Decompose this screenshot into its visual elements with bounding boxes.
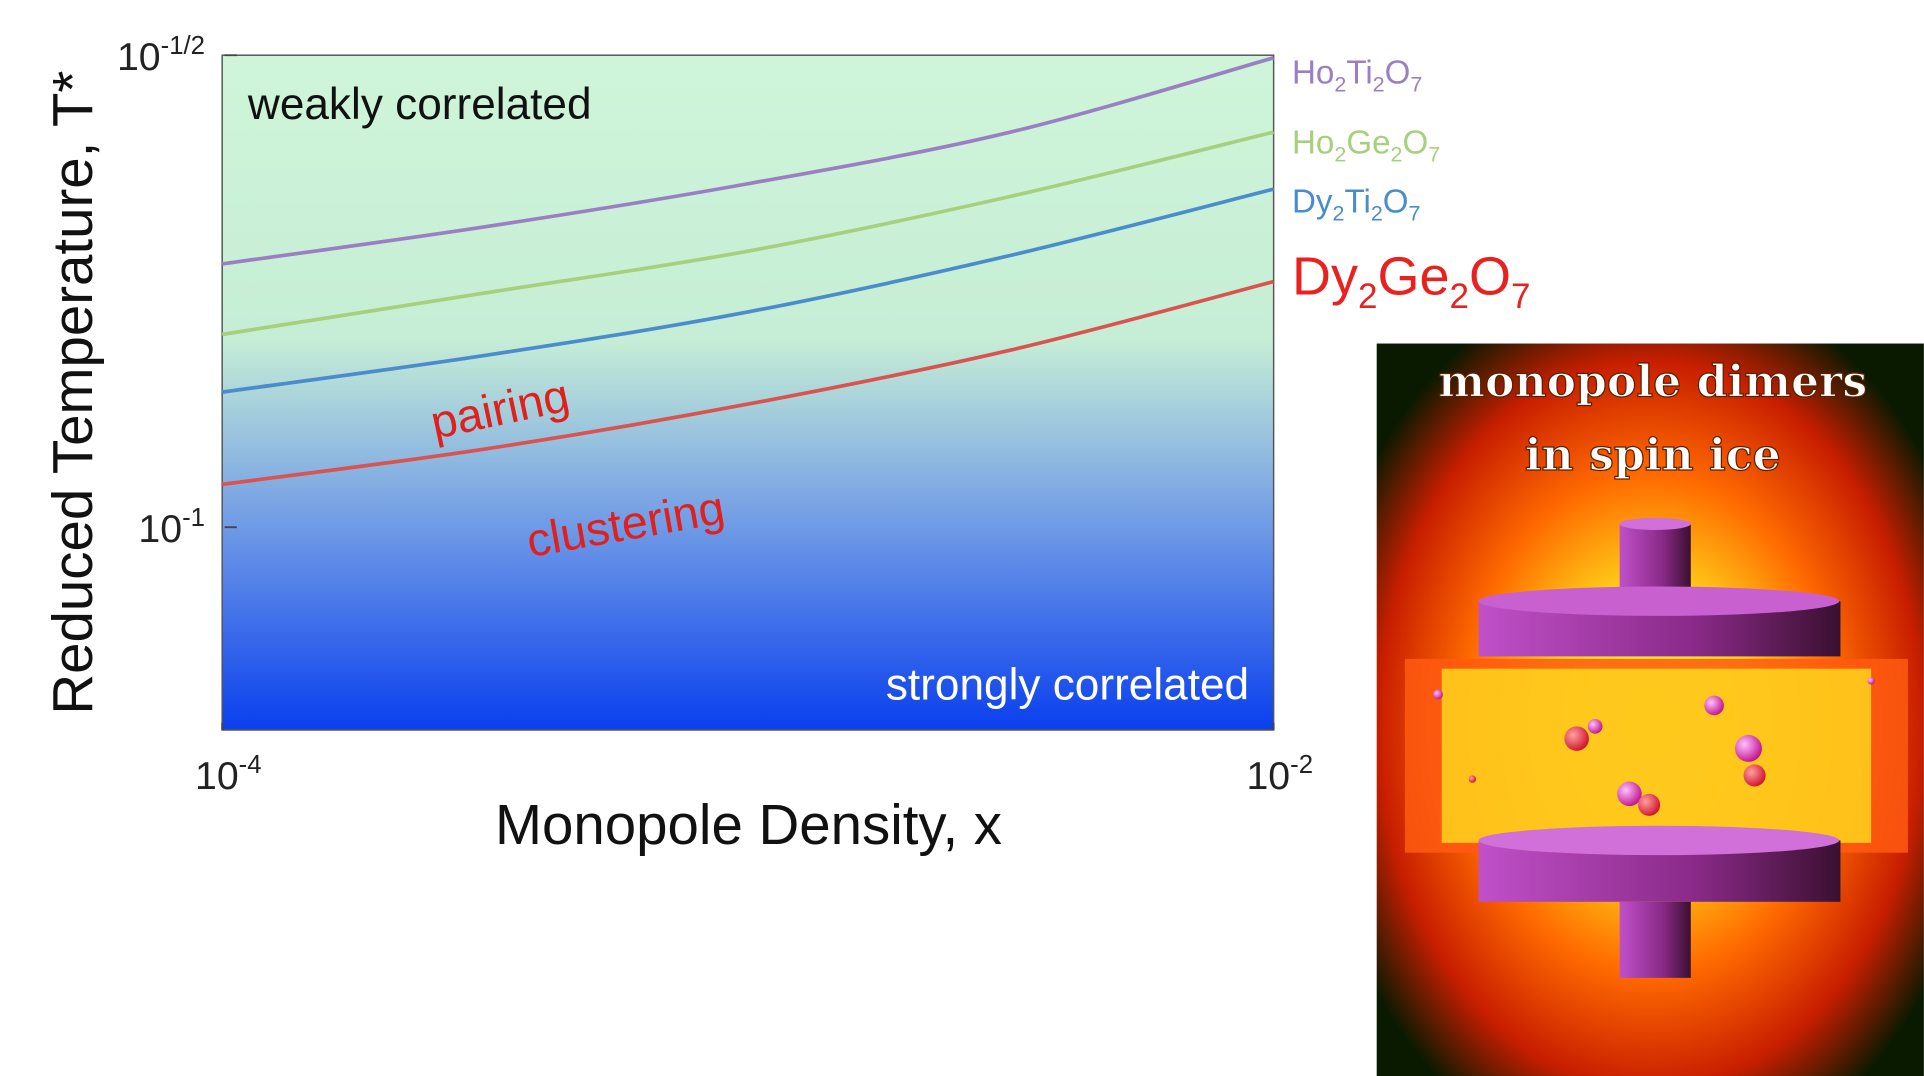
tick-base: 10: [195, 754, 239, 798]
legend-text-part: O: [1383, 183, 1409, 220]
particle: [1744, 764, 1766, 786]
slab-core: [1442, 669, 1871, 843]
particle: [1469, 775, 1476, 782]
tick-exponent: -1: [182, 504, 205, 532]
x-axis-label: Monopole Density, x: [495, 793, 1002, 856]
tick-exponent: -2: [1290, 751, 1313, 779]
annotation: strongly correlated: [886, 660, 1249, 709]
legend-text-part: 2: [1450, 277, 1470, 316]
legend-text-part: Ho: [1292, 124, 1334, 161]
legend-text-part: Dy: [1292, 183, 1333, 220]
legend-text-part: Dy: [1292, 246, 1358, 306]
legend-text-part: 7: [1511, 277, 1531, 316]
legend-label: Ho2Ti2O7: [1292, 54, 1422, 96]
legend-text-part: O: [1469, 246, 1511, 306]
legend-text-part: Ge: [1346, 124, 1390, 161]
tick-label: 10-4: [195, 751, 262, 798]
legend-label: Ho2Ge2O7: [1292, 124, 1440, 166]
legend-text-part: 7: [1410, 73, 1422, 97]
legend-text-part: 2: [1334, 73, 1346, 97]
cylinder: [1620, 902, 1691, 978]
particle: [1735, 735, 1762, 762]
legend-text-part: 2: [1358, 277, 1378, 316]
particle: [1617, 782, 1642, 807]
particle: [1704, 696, 1724, 716]
legend-text-part: O: [1402, 124, 1428, 161]
cylinder-top: [1479, 826, 1840, 855]
tick-base: 10: [1246, 754, 1290, 798]
particle: [1433, 690, 1443, 700]
particle: [1867, 677, 1874, 684]
tick-label: 10-1: [138, 504, 205, 551]
legend-label: Dy2Ge2O7: [1292, 246, 1531, 315]
plot-area: [222, 55, 1273, 730]
tick-base: 10: [117, 35, 161, 79]
inset-title: monopole dimers: [1438, 356, 1867, 407]
annotation: weakly correlated: [247, 80, 592, 129]
tick-base: 10: [138, 507, 182, 551]
chart: monopole dimers in spin ice Monopole Den…: [0, 0, 1924, 1076]
legend-text-part: Ge: [1378, 246, 1450, 306]
page: {"chart_data":{"type":"line","xscale":"l…: [0, 0, 1924, 1076]
inset-title: in spin ice: [1525, 430, 1781, 481]
legend-text-part: 7: [1409, 202, 1421, 226]
legend-text-part: 2: [1334, 143, 1346, 167]
legend-text-part: 2: [1371, 202, 1383, 226]
legend-text-part: 2: [1391, 143, 1403, 167]
cylinder-top: [1479, 586, 1840, 615]
tick-exponent: -4: [239, 751, 262, 779]
legend-text-part: O: [1385, 54, 1411, 91]
legend-label: Dy2Ti2O7: [1292, 183, 1421, 225]
legend-text-part: Ti: [1344, 183, 1370, 220]
legend-text-part: Ho: [1292, 54, 1334, 91]
inset: monopole dimers in spin ice: [1377, 344, 1924, 1076]
particle: [1638, 794, 1660, 816]
y-axis-label: Reduced Temperature, T*: [41, 71, 104, 715]
tick-label: 10-1/2: [117, 32, 205, 79]
tick-label: 10-2: [1246, 751, 1313, 798]
legend-text-part: 2: [1333, 202, 1345, 226]
legend-text-part: 7: [1428, 143, 1440, 167]
tick-exponent: -1/2: [161, 32, 205, 60]
cylinder-top: [1620, 518, 1691, 530]
legend-text-part: 2: [1373, 73, 1385, 97]
particle: [1564, 726, 1589, 751]
legend-text-part: Ti: [1346, 54, 1372, 91]
particle: [1588, 719, 1603, 734]
